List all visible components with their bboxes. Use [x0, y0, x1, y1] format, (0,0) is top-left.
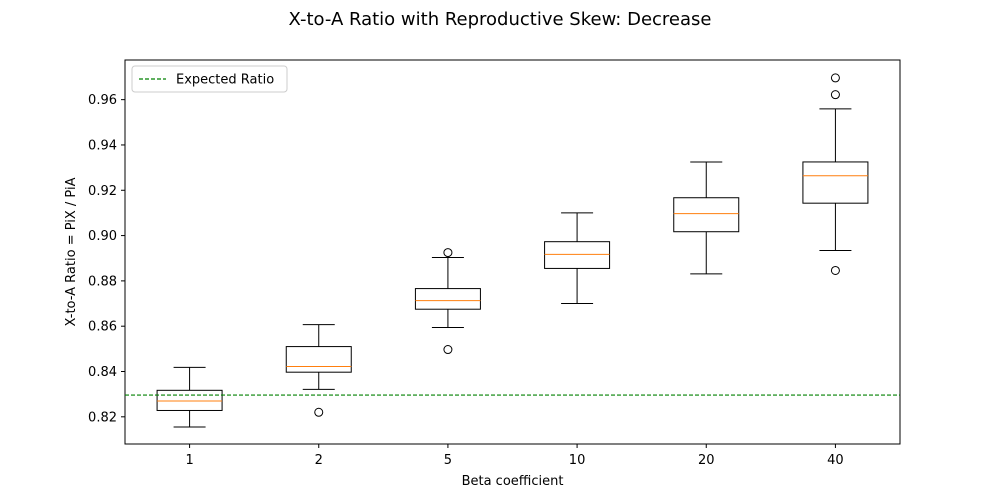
outlier-point — [830, 90, 840, 100]
outlier-point — [314, 407, 324, 417]
box-iqr — [802, 161, 869, 204]
outlier-point — [830, 265, 840, 275]
x-axis: 1 2 5 10 20 40 — [185, 444, 844, 468]
x-tick-label: 1 — [185, 453, 193, 468]
box-iqr — [156, 389, 223, 411]
y-tick-label: 0.94 — [88, 138, 117, 153]
y-tick-label: 0.96 — [88, 93, 117, 108]
x-tick-label: 20 — [698, 453, 715, 468]
box-iqr — [285, 346, 352, 373]
y-axis-label: X-to-A Ratio = PiX / PiA — [64, 177, 79, 326]
y-tick-label: 0.84 — [88, 365, 117, 380]
box-group-2 — [285, 324, 352, 417]
y-tick-label: 0.90 — [88, 229, 117, 244]
box-iqr — [544, 241, 611, 269]
y-tick-label: 0.86 — [88, 320, 117, 335]
box-iqr — [414, 288, 481, 310]
x-tick-label: 40 — [827, 453, 844, 468]
box-group-40 — [802, 73, 869, 275]
outlier-point — [830, 73, 840, 83]
legend-box — [131, 65, 288, 93]
y-tick-label: 0.92 — [88, 184, 117, 199]
y-tick-label: 0.88 — [88, 274, 117, 289]
chart-title: X-to-A Ratio with Reproductive Skew: Dec… — [289, 9, 712, 30]
legend-label-expected-ratio: Expected Ratio — [176, 73, 274, 88]
y-tick-label: 0.82 — [88, 410, 117, 425]
boxes-layer — [156, 73, 869, 428]
x-axis-label: Beta coefficient — [462, 474, 564, 489]
box-group-20 — [673, 161, 740, 275]
x-tick-label: 5 — [444, 453, 452, 468]
x-tick-label: 2 — [315, 453, 323, 468]
plot-area-frame — [124, 59, 901, 445]
box-group-1 — [156, 366, 223, 428]
box-group-5 — [414, 248, 481, 355]
box-iqr — [673, 197, 740, 233]
outlier-point — [443, 248, 453, 258]
y-axis: 0.82 0.84 0.86 0.88 0.90 0.92 0.94 0.96 — [88, 93, 125, 425]
x-tick-label: 10 — [569, 453, 586, 468]
legend: Expected Ratio — [131, 65, 288, 93]
box-group-10 — [544, 212, 611, 305]
outlier-point — [443, 345, 453, 355]
